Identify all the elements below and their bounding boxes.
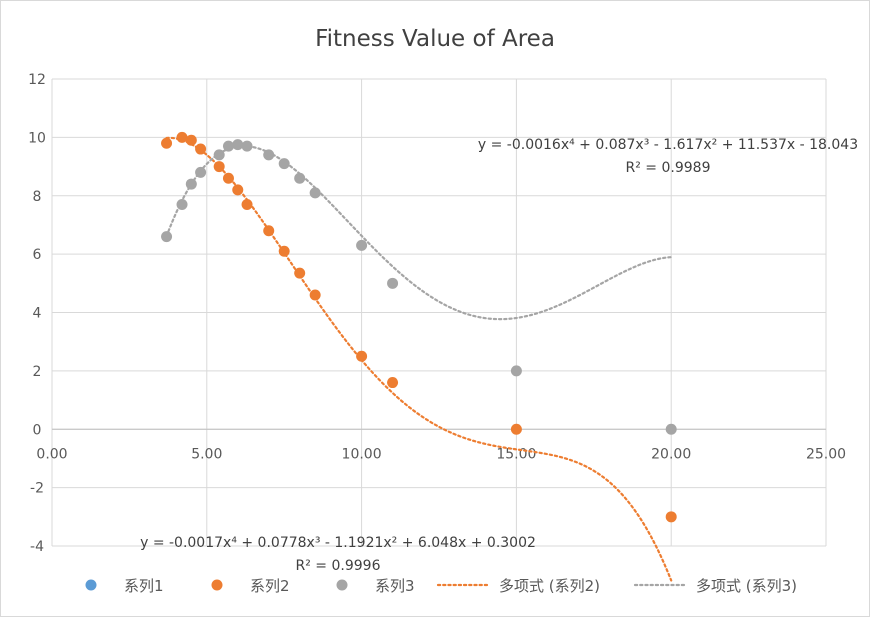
data-point-series3 xyxy=(213,149,225,161)
legend-label-3: 系列3 xyxy=(375,577,415,595)
data-point-series2 xyxy=(232,184,244,196)
data-point-series2 xyxy=(294,267,306,279)
trendline-r2-series3: R² = 0.9989 xyxy=(626,160,711,176)
data-point-series2 xyxy=(387,377,399,389)
point-layer xyxy=(161,131,677,523)
data-point-series2 xyxy=(278,245,290,257)
data-point-series3 xyxy=(309,187,321,199)
data-point-series2 xyxy=(161,137,173,149)
data-point-series3 xyxy=(387,277,399,289)
data-point-series3 xyxy=(241,140,253,152)
x-tick-label: 10.00 xyxy=(342,446,382,462)
y-tick-label: 12 xyxy=(28,72,46,88)
legend-label-2: 系列2 xyxy=(250,577,290,595)
legend-marker-1 xyxy=(85,579,97,591)
data-point-series3 xyxy=(278,158,290,170)
grid-layer xyxy=(51,78,827,547)
data-point-series3 xyxy=(232,139,244,151)
y-tick-label: 2 xyxy=(33,364,42,380)
y-tick-label: 10 xyxy=(28,130,46,146)
data-point-series2 xyxy=(510,423,522,435)
trendline-equation-series2: y = -0.0017x⁴ + 0.0778x³ - 1.1921x² + 6.… xyxy=(140,535,536,551)
data-point-series3 xyxy=(176,199,188,211)
data-point-series2 xyxy=(222,172,234,184)
data-point-series2 xyxy=(185,134,197,146)
data-point-series3 xyxy=(161,231,173,243)
trendline-equation-series3: y = -0.0016x⁴ + 0.087x³ - 1.617x² + 11.5… xyxy=(478,137,858,153)
data-point-series3 xyxy=(185,178,197,190)
legend-label-4: 多项式 (系列2) xyxy=(499,577,600,595)
data-point-series3 xyxy=(665,423,677,435)
trendline-series3 xyxy=(165,145,673,321)
y-tick-label: 0 xyxy=(33,422,42,438)
y-tick-label: 4 xyxy=(33,306,42,322)
x-tick-label: 25.00 xyxy=(806,446,846,462)
data-point-series2 xyxy=(263,225,275,237)
data-point-series3 xyxy=(294,172,306,184)
legend: 系列1 系列2 系列3 多项式 (系列2) 多项式 (系列3) xyxy=(85,577,797,595)
data-point-series3 xyxy=(356,239,368,251)
y-tick-label: 6 xyxy=(33,247,42,263)
x-tick-label: 0.00 xyxy=(36,446,67,462)
data-point-series2 xyxy=(176,131,188,143)
trendline-r2-series2: R² = 0.9996 xyxy=(296,558,381,574)
data-point-series2 xyxy=(241,199,253,211)
legend-marker-3 xyxy=(336,579,348,591)
data-point-series2 xyxy=(356,350,368,362)
data-point-series2 xyxy=(309,289,321,301)
chart-title: Fitness Value of Area xyxy=(315,26,555,52)
y-tick-label: -4 xyxy=(30,539,44,555)
x-tick-label: 20.00 xyxy=(651,446,691,462)
legend-label-1: 系列1 xyxy=(124,577,164,595)
data-point-series2 xyxy=(213,161,225,173)
data-point-series3 xyxy=(195,166,207,178)
legend-label-5: 多项式 (系列3) xyxy=(696,577,797,595)
data-point-series2 xyxy=(195,143,207,155)
legend-marker-2 xyxy=(211,579,223,591)
y-tick-label: 8 xyxy=(33,189,42,205)
data-point-series3 xyxy=(510,365,522,377)
y-tick-label: -2 xyxy=(30,481,44,497)
data-point-series2 xyxy=(665,511,677,523)
x-tick-label: 5.00 xyxy=(191,446,222,462)
data-point-series3 xyxy=(222,140,234,152)
data-point-series3 xyxy=(263,149,275,161)
